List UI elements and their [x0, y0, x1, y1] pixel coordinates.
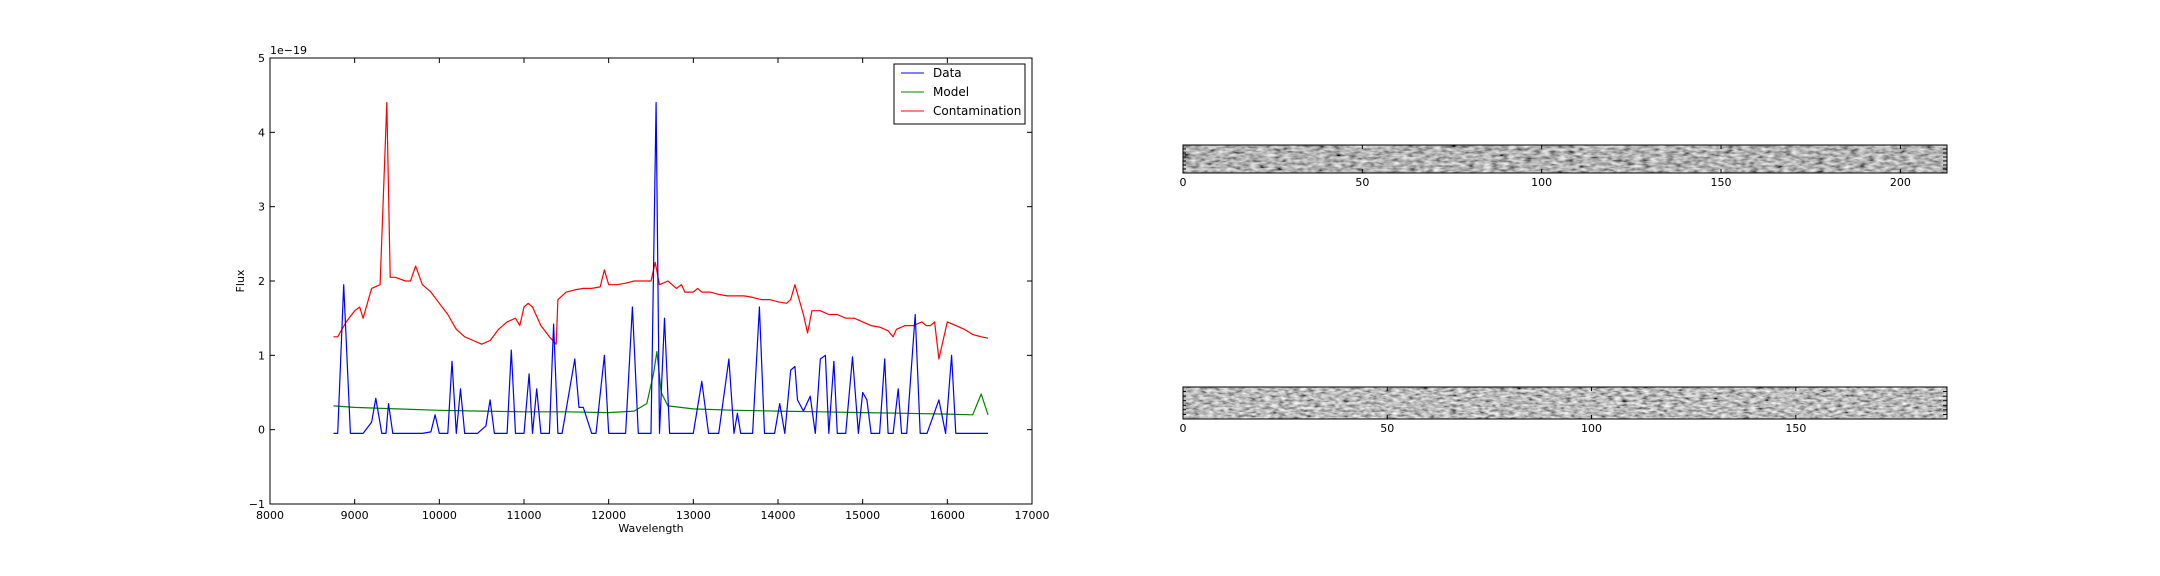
image-bottom-y-ticks: [1183, 386, 1947, 420]
image-x-tick-label: 100: [1531, 176, 1552, 189]
x-tick-label: 11000: [507, 509, 542, 522]
spectrum-plot: 8000 9000 10000 11000 12000 13000 14000 15000 16…: [234, 44, 1050, 535]
series-lines: [333, 101, 989, 434]
image-x-tick-label: 50: [1380, 422, 1394, 435]
legend-label-model: Model: [933, 85, 969, 99]
y-tick-label: 0: [258, 424, 265, 437]
x-tick-label: 9000: [341, 509, 369, 522]
image-frame-top: [1182, 144, 1948, 174]
series-line-data: [333, 101, 988, 434]
legend: Data Model Contamination: [893, 63, 1026, 125]
legend-box: [893, 63, 1026, 125]
y-tick-label: 3: [258, 201, 265, 214]
image-top-y-ticks: [1183, 144, 1947, 174]
image-bottom-x-ticks: 0 50 100 150: [1180, 387, 1806, 435]
y-tick-label: 1: [258, 349, 265, 362]
x-tick-label: 8000: [256, 509, 284, 522]
x-tick-label: 15000: [845, 509, 880, 522]
image-top-x-ticks: 0 50 100 150 200: [1180, 145, 1911, 189]
image-x-tick-label: 100: [1581, 422, 1602, 435]
x-tick-label: 14000: [761, 509, 796, 522]
image-x-tick-label: 150: [1785, 422, 1806, 435]
image-pixels-top: [1183, 145, 1947, 173]
x-tick-label: 13000: [676, 509, 711, 522]
image-x-tick-label: 0: [1180, 176, 1187, 189]
x-tick-label: 17000: [1015, 509, 1050, 522]
y-tick-label: 5: [258, 52, 265, 65]
y-tick-label: −1: [249, 498, 265, 511]
image-frame-bottom: [1182, 386, 1948, 420]
x-tick-label: 10000: [422, 509, 457, 522]
image-x-tick-label: 0: [1180, 422, 1187, 435]
x-axis-label: Wavelength: [618, 522, 683, 535]
x-axis-ticks: 8000 9000 10000 11000 12000 13000 14000 15000 16…: [256, 58, 1050, 522]
x-tick-label: 16000: [930, 509, 965, 522]
y-tick-label: 2: [258, 275, 265, 288]
spectrum-2d-image-top: 0 50 100 150 200: [1180, 144, 1948, 189]
y-axis-label: Flux: [234, 269, 247, 292]
image-pixels-bottom: [1183, 387, 1947, 419]
y-offset-label: 1e−19: [270, 44, 307, 57]
y-tick-label: 4: [258, 126, 265, 139]
x-tick-label: 12000: [591, 509, 626, 522]
image-x-tick-label: 50: [1355, 176, 1369, 189]
legend-label-contamination: Contamination: [933, 104, 1021, 118]
spectrum-2d-image-bottom: 0 50 100 150: [1180, 386, 1948, 435]
legend-label-data: Data: [933, 66, 962, 80]
y-axis-ticks: −1 0 1 2 3 4 5: [249, 52, 1032, 511]
image-x-tick-label: 200: [1890, 176, 1911, 189]
image-x-tick-label: 150: [1711, 176, 1732, 189]
